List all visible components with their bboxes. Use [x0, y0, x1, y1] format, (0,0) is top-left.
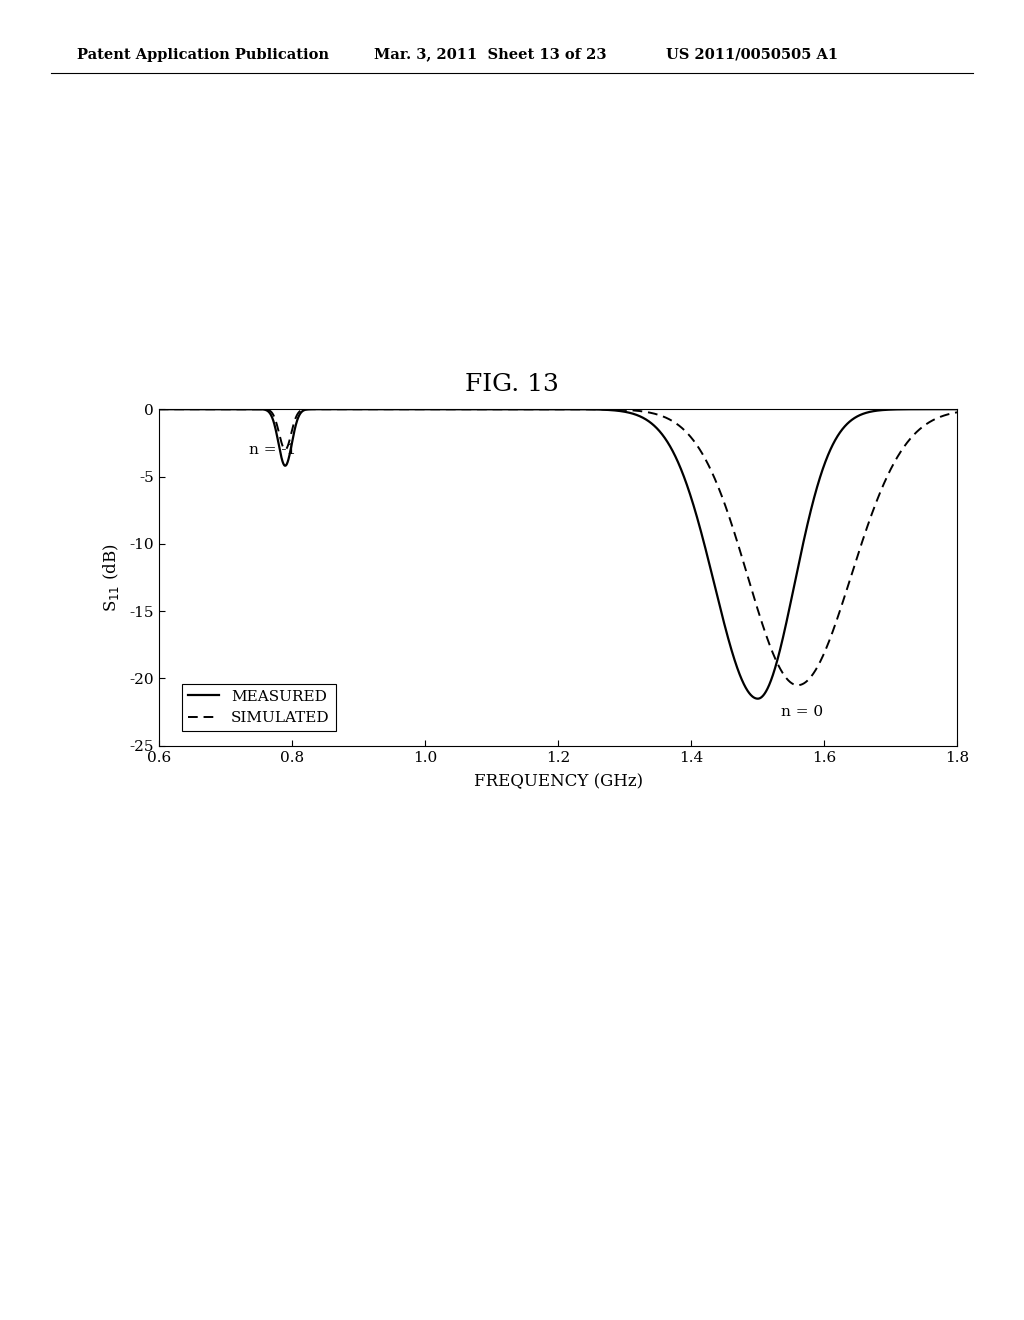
MEASURED — [244, 401, 256, 417]
SIMULATED — [850, 553, 862, 569]
MEASURED — [936, 401, 948, 417]
MEASURED — [459, 401, 471, 417]
SIMULATED — [494, 401, 506, 417]
MEASURED — [291, 412, 303, 428]
X-axis label: FREQUENCY (GHz): FREQUENCY (GHz) — [473, 774, 643, 789]
Text: n = -1: n = -1 — [249, 444, 296, 457]
MEASURED — [850, 409, 862, 425]
SIMULATED — [244, 401, 256, 417]
SIMULATED — [291, 407, 303, 422]
Y-axis label: S$_{11}$ (dB): S$_{11}$ (dB) — [101, 544, 121, 611]
MEASURED — [153, 401, 165, 417]
SIMULATED — [951, 404, 964, 420]
Line: SIMULATED: SIMULATED — [159, 409, 957, 685]
Line: MEASURED: MEASURED — [159, 409, 957, 698]
Text: n = 0: n = 0 — [781, 705, 823, 719]
SIMULATED — [792, 677, 804, 693]
Legend: MEASURED, SIMULATED: MEASURED, SIMULATED — [182, 684, 336, 731]
SIMULATED — [459, 401, 471, 417]
MEASURED — [752, 690, 764, 706]
Text: Mar. 3, 2011  Sheet 13 of 23: Mar. 3, 2011 Sheet 13 of 23 — [374, 48, 606, 62]
Text: Patent Application Publication: Patent Application Publication — [77, 48, 329, 62]
Text: US 2011/0050505 A1: US 2011/0050505 A1 — [666, 48, 838, 62]
SIMULATED — [153, 401, 165, 417]
SIMULATED — [936, 408, 948, 424]
MEASURED — [494, 401, 506, 417]
MEASURED — [951, 401, 964, 417]
Text: FIG. 13: FIG. 13 — [465, 374, 559, 396]
